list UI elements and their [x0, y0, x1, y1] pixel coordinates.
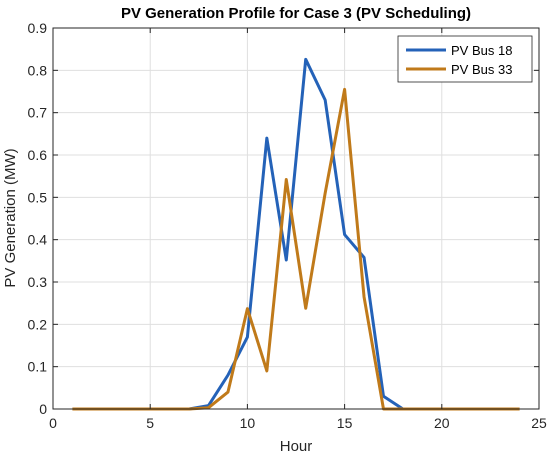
x-tick-label: 5 — [146, 415, 154, 431]
legend-entry-pv-bus-18: PV Bus 18 — [451, 43, 512, 58]
y-tick-label: 0.4 — [28, 232, 48, 248]
y-tick-label: 0.6 — [28, 147, 48, 163]
axis-ticks: 0 5 10 15 20 25 0 0.1 0.2 0.3 0.4 0.5 0.6 0.7 0.8 0.9 — [28, 20, 547, 431]
x-tick-label: 15 — [337, 415, 353, 431]
y-axis-label: PV Generation (MW) — [2, 148, 19, 287]
legend-box — [397, 35, 533, 83]
legend-entry-pv-bus-33: PV Bus 33 — [451, 62, 512, 77]
x-tick-label: 10 — [240, 415, 256, 431]
legend: PV Bus 18 PV Bus 33 — [397, 35, 533, 83]
y-tick-label: 0.3 — [28, 274, 48, 290]
x-tick-label: 20 — [434, 415, 450, 431]
plot-area — [53, 28, 539, 409]
y-tick-label: 0.5 — [28, 189, 48, 205]
plot-frame — [52, 27, 540, 410]
y-tick-label: 0.7 — [28, 105, 48, 121]
y-tick-label: 0 — [39, 401, 47, 417]
x-tick-label: 25 — [531, 415, 547, 431]
x-axis-label: Hour — [280, 438, 313, 455]
x-tick-label: 0 — [49, 415, 57, 431]
y-tick-label: 0.2 — [28, 316, 48, 332]
y-tick-label: 0.1 — [28, 359, 48, 375]
y-tick-label: 0.8 — [28, 62, 48, 78]
y-tick-label: 0.9 — [28, 20, 48, 36]
chart-title: PV Generation Profile for Case 3 (PV Sch… — [121, 5, 471, 22]
